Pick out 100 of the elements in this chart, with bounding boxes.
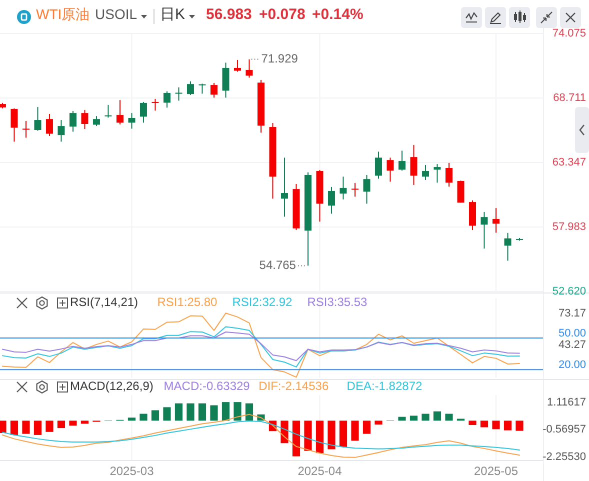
candlestick: [128, 112, 136, 130]
series-label: DIF:-2.14536: [258, 379, 329, 394]
bar: [22, 420, 30, 434]
x-tick-label: 2025-03: [110, 464, 154, 478]
candlestick: [163, 90, 170, 108]
candlestick: [280, 157, 288, 218]
y-tick-label: 74.075: [552, 27, 586, 40]
series-label: MACD:-0.63329: [164, 379, 250, 394]
candlestick: [104, 104, 112, 118]
series-label: RSI2:32.92: [232, 295, 293, 310]
bar: [351, 420, 359, 441]
line-series: [2, 414, 520, 458]
y-tick-label: 57.983: [552, 220, 586, 233]
line-series: [2, 420, 520, 451]
candlestick: [504, 232, 512, 262]
candlestick: [140, 101, 147, 124]
bar: [374, 420, 382, 425]
bar: [328, 420, 336, 450]
bar: [516, 420, 524, 431]
bar: [57, 420, 66, 428]
bar: [504, 420, 512, 430]
candlestick: [69, 110, 76, 132]
candlestick: [22, 120, 30, 138]
bar: [69, 420, 77, 426]
bar: [304, 420, 312, 451]
annotation: 71.929: [261, 51, 298, 66]
bar: [492, 420, 500, 430]
candlestick: [81, 110, 88, 130]
chart-subtitle: USOIL: [95, 6, 138, 22]
candlestick: [175, 86, 182, 102]
candlestick: [58, 120, 65, 142]
bar: [398, 416, 406, 421]
bar: [128, 418, 136, 421]
text: +0.078: [259, 6, 306, 23]
candlestick: [34, 106, 42, 132]
candlestick: [328, 186, 335, 214]
candlestick: [10, 108, 18, 142]
y-tick-label: 63.347: [552, 156, 586, 168]
line-series: [2, 326, 520, 368]
candlestick: [480, 212, 488, 250]
candlestick: [410, 144, 418, 186]
y-tick-label: 52.620: [552, 285, 586, 298]
bar: [34, 420, 42, 435]
line-series: [2, 332, 520, 362]
y-tick-label: -2.25530: [542, 450, 586, 463]
candlestick: [92, 116, 100, 127]
ref-line-label: 50.00: [558, 328, 586, 340]
candlestick: [210, 82, 218, 98]
bar: [468, 420, 476, 426]
candlestick: [46, 114, 53, 137]
candlestick: [398, 150, 406, 172]
bar: [140, 414, 148, 421]
bar: [422, 414, 430, 421]
y-tick-label: 68.711: [553, 92, 586, 104]
candlestick: [351, 182, 358, 198]
candlestick: [457, 180, 464, 204]
candlestick: [116, 100, 124, 125]
candlestick: [234, 60, 241, 72]
series-label: RSI1:25.80: [157, 295, 218, 310]
bar: [0, 420, 6, 434]
y-tick-label: 1.11617: [547, 396, 586, 409]
chart-title: WTI原油: [36, 6, 90, 22]
bar: [151, 410, 160, 421]
bar: [292, 420, 300, 456]
candlestick: [492, 208, 500, 234]
text: 日K: [160, 6, 186, 23]
candlestick: [186, 80, 194, 96]
ref-line-label: 20.00: [558, 359, 586, 372]
y-tick-label: 73.17: [558, 308, 586, 320]
bar: [410, 416, 418, 421]
annotation: 54.765: [259, 258, 296, 272]
bar: [433, 411, 442, 421]
y-tick-label: 43.27: [558, 338, 586, 351]
candlestick: [422, 164, 429, 181]
text: RSI3:35.53: [307, 295, 368, 310]
line-series: [2, 312, 520, 378]
bar: [163, 407, 171, 421]
bar: [445, 414, 453, 421]
bar: [10, 420, 18, 435]
bar: [339, 420, 348, 447]
text: +0.14%: [312, 6, 364, 23]
bar: [245, 403, 254, 421]
bar: [198, 403, 206, 421]
x-tick-label: 2025-04: [298, 464, 342, 478]
chart-title: RSI(7,14,21): [70, 295, 138, 310]
y-tick-label: -0.56957: [542, 424, 586, 436]
candlestick: [246, 58, 253, 78]
candlestick: [198, 83, 206, 94]
bar: [174, 403, 183, 421]
candlestick: [434, 164, 441, 184]
chart-title: MACD(12,26,9): [70, 379, 154, 394]
bar: [210, 405, 218, 421]
candlestick: [374, 151, 382, 180]
candlestick: [445, 162, 452, 188]
bar: [316, 420, 324, 454]
bar: [480, 420, 488, 428]
bar: [80, 420, 89, 424]
candlestick: [340, 176, 347, 200]
bar: [222, 402, 230, 421]
candlestick: [152, 98, 159, 112]
